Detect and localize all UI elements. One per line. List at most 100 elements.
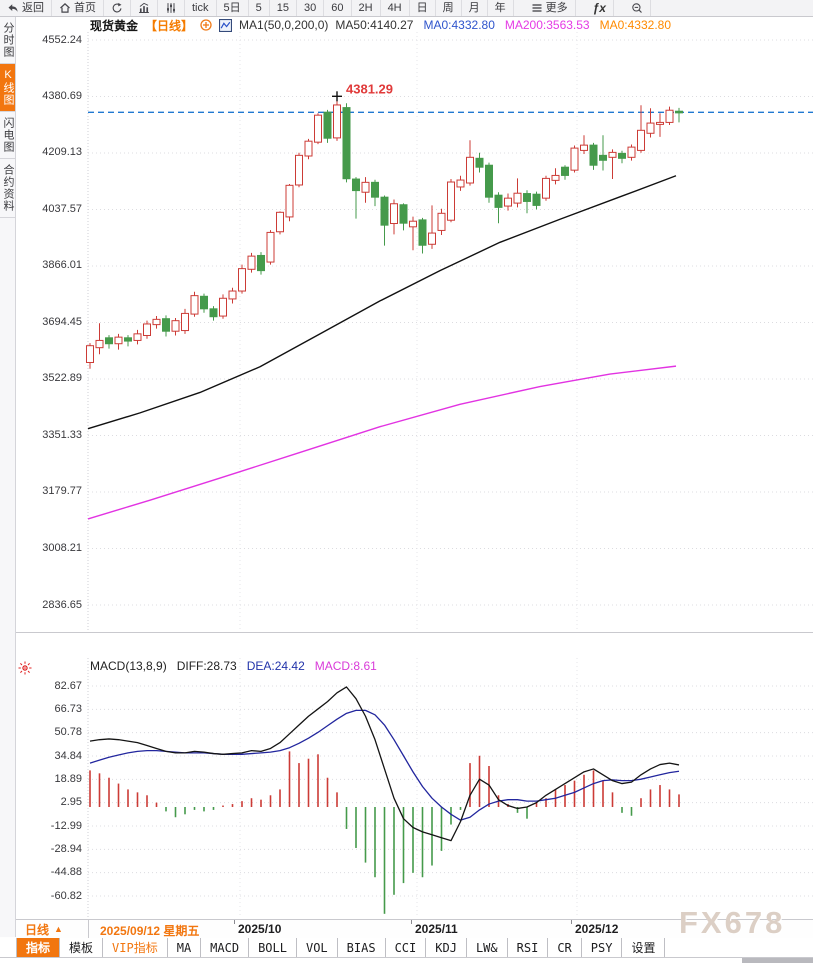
toolbar-button-timeframe-2h[interactable]: 2H (352, 0, 381, 16)
add-indicator-icon[interactable] (200, 19, 212, 31)
x-axis-label: 2025/09/12 星期五 (100, 924, 200, 938)
toolbar-button-label: 60 (331, 2, 344, 14)
macd-axis-label: -12.99 (50, 819, 82, 832)
toolbar-button-label: 首页 (74, 2, 96, 14)
toolbar-button-more[interactable]: 更多 (524, 0, 576, 16)
toolbar-button-label: 5 (255, 2, 262, 14)
toolbar-button-label: 月 (468, 2, 480, 14)
macd-settings-icon[interactable] (18, 661, 32, 680)
ma-value-1: MA0:4332.80 (423, 18, 495, 32)
chevron-up-icon: ▲ (54, 924, 63, 934)
price-axis-label: 3522.89 (42, 372, 82, 385)
toolbar-button-refresh[interactable] (104, 0, 131, 16)
price-axis-label: 4380.69 (42, 89, 82, 102)
ma-value-2: MA200:3563.53 (504, 18, 590, 32)
toolbar-button-timeframe-4h[interactable]: 4H (381, 0, 410, 16)
toolbar-button-label: 5日 (223, 2, 241, 14)
macd-axis-label: -44.88 (50, 866, 82, 879)
sliders-icon (165, 2, 177, 14)
toolbar-button-timeframe-5m[interactable]: 5 (249, 0, 270, 16)
home-icon (59, 2, 71, 14)
macd-header: MACD(13,8,9) DIFF:28.73 DEA:24.42 MACD:8… (90, 659, 377, 673)
ma-value-3: MA0:4332.80 (599, 18, 671, 32)
chart-header: 现货黄金 【日线】 MA1(50,0,200,0) MA50:4140.27 MA… (90, 17, 671, 33)
fx-icon: ƒx (592, 1, 606, 15)
tab-kdj[interactable]: KDJ (426, 938, 467, 957)
macd-axis-label: 66.73 (54, 702, 82, 715)
tab-boll[interactable]: BOLL (249, 938, 297, 957)
price-axis-label: 2836.65 (42, 598, 82, 611)
macd-diff-value: DIFF:28.73 (176, 659, 237, 673)
toolbar-button-timeframe-60m[interactable]: 60 (324, 0, 352, 16)
tab-cr[interactable]: CR (548, 938, 582, 957)
tab-指标[interactable]: 指标 (17, 938, 61, 957)
barchart-icon (138, 2, 150, 14)
toolbar-button-timeframe-day[interactable]: 日 (410, 0, 436, 16)
macd-axis-label: -28.94 (50, 842, 82, 855)
scrollbar-thumb[interactable] (742, 956, 813, 963)
toolbar-button-zoom-out[interactable] (624, 0, 651, 16)
toolbar-button-timeframe-15m[interactable]: 15 (270, 0, 297, 16)
toolbar-button-timeframe-month[interactable]: 月 (462, 0, 488, 16)
period-selector-label: 日线 (25, 922, 50, 937)
price-axis-label: 3179.77 (42, 485, 82, 498)
x-axis-label: 2025/11 (415, 922, 458, 936)
toolbar-button-label: 4H (387, 2, 402, 14)
macd-macd-value: MACD:8.61 (314, 659, 377, 673)
price-axis-label: 4209.13 (42, 146, 82, 159)
x-axis-label: 2025/10 (238, 922, 282, 936)
toolbar-button-label: 更多 (545, 2, 568, 14)
tab-模板[interactable]: 模板 (60, 938, 104, 957)
toolbar-button-label: 返回 (22, 2, 44, 14)
macd-axis-label: 18.89 (54, 772, 82, 785)
price-axis-label: 3351.33 (42, 428, 82, 441)
toolbar-button-timeframe-5d[interactable]: 5日 (217, 0, 249, 16)
toolbar-spacer (0, 938, 17, 957)
period-selector[interactable]: 日线 ▲ (0, 920, 89, 938)
macd-axis-label: -60.82 (50, 889, 82, 902)
tab-psy[interactable]: PSY (582, 938, 623, 957)
tab-rsi[interactable]: RSI (508, 938, 549, 957)
ma-values: MA50:4140.27 MA0:4332.80 MA200:3563.53 MA0:… (335, 18, 671, 32)
toolbar-button-formula[interactable]: ƒx (586, 0, 614, 16)
sidebar-item-kline-chart[interactable]: K线图 (0, 64, 15, 112)
toolbar-button-label: 15 (276, 2, 289, 14)
period-tag: 【日线】 (145, 18, 194, 33)
toolbar-button-label: tick (192, 2, 209, 14)
ma-settings-text: MA1(50,0,200,0) (239, 18, 329, 32)
tab-lw[interactable]: LW& (467, 938, 508, 957)
toolbar-button-back[interactable]: 返回 (0, 0, 52, 16)
toolbar-button-label: 周 (442, 2, 454, 14)
sidebar-item-time-chart[interactable]: 分时图 (0, 17, 15, 64)
macd-dea-value: DEA:24.42 (246, 659, 305, 673)
tab-设置[interactable]: 设置 (622, 938, 666, 957)
toolbar-button-timeframe-year[interactable]: 年 (488, 0, 514, 16)
tab-ma[interactable]: MA (168, 938, 202, 957)
tab-macd[interactable]: MACD (201, 938, 250, 957)
tab-cci[interactable]: CCI (386, 938, 427, 957)
x-axis-row: 日线 ▲ 2025/09/12 星期五 2025/10 2025/11 2025/12 (0, 919, 813, 939)
menu-icon (531, 2, 543, 14)
sidebar-item-flash-chart[interactable]: 闪电图 (0, 112, 15, 159)
sidebar-item-contract-info[interactable]: 合约资料 (0, 159, 15, 218)
tab-bias[interactable]: BIAS (338, 938, 386, 957)
macd-title: MACD(13,8,9) (90, 659, 167, 673)
toolbar-button-timeframe-tick[interactable]: tick (185, 0, 217, 16)
tab-vip指标[interactable]: VIP指标 (103, 938, 168, 957)
toolbar-button-home[interactable]: 首页 (52, 0, 104, 16)
macd-axis-label: 2.95 (60, 796, 82, 809)
x-axis-tick (411, 920, 412, 924)
toolbar-button-chart-type[interactable] (131, 0, 158, 16)
price-axis-label: 3694.45 (42, 315, 82, 328)
ma-chart-icon[interactable] (219, 18, 233, 32)
toolbar-button-timeframe-30m[interactable]: 30 (297, 0, 325, 16)
tab-vol[interactable]: VOL (297, 938, 338, 957)
toolbar-button-timeframe-week[interactable]: 周 (436, 0, 462, 16)
toolbar-button-indicator-settings[interactable] (158, 0, 185, 16)
refresh-icon (111, 2, 123, 14)
price-axis-label: 4037.57 (42, 202, 82, 215)
macd-axis-label: 34.84 (54, 749, 82, 762)
toolbar-button-label: 30 (304, 2, 317, 14)
